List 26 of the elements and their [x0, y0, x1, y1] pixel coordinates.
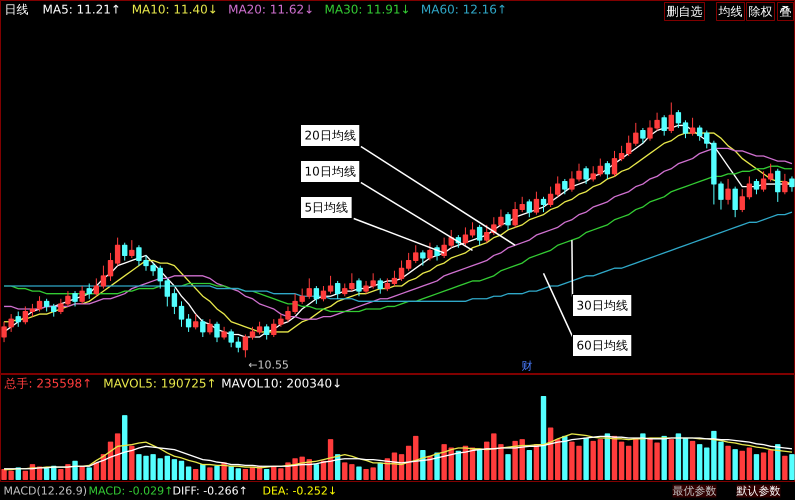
text: ←10.55 — [248, 358, 289, 372]
text: 除权 — [748, 4, 772, 18]
text: 最优参数 — [672, 484, 716, 498]
text: MA60: 12.16↑ — [420, 2, 508, 16]
text: MA5: 11.21↑ — [42, 2, 121, 16]
text: 叠 — [780, 4, 792, 18]
annotation: 20日均线 — [304, 128, 356, 142]
text: MAVOL10: 200340↓ — [221, 376, 342, 390]
text: DIFF: -0.266↑ — [172, 484, 248, 498]
text: 总手: 235598↑ — [4, 376, 92, 390]
text: MACD: -0.029↑ — [88, 484, 174, 498]
annotation: 60日均线 — [576, 338, 628, 352]
chart-title: 日线 — [4, 2, 28, 16]
text: DEA: -0.252↓ — [262, 484, 338, 498]
text: MACD(12.26.9) — [4, 484, 88, 498]
annotation: 5日均线 — [304, 200, 348, 214]
text: MA20: 11.62↓ — [228, 2, 314, 16]
text: MA30: 11.91↓ — [324, 2, 411, 16]
text: 财 — [522, 360, 532, 372]
text: 删自选 — [666, 4, 702, 18]
annotation: 30日均线 — [576, 298, 628, 312]
text: MA10: 11.40↓ — [132, 2, 218, 16]
text: 均线 — [718, 4, 742, 18]
annotation: 10日均线 — [304, 164, 356, 178]
text: MAVOL5: 190725↑ — [103, 376, 217, 390]
text: 默认参数 — [736, 484, 780, 498]
